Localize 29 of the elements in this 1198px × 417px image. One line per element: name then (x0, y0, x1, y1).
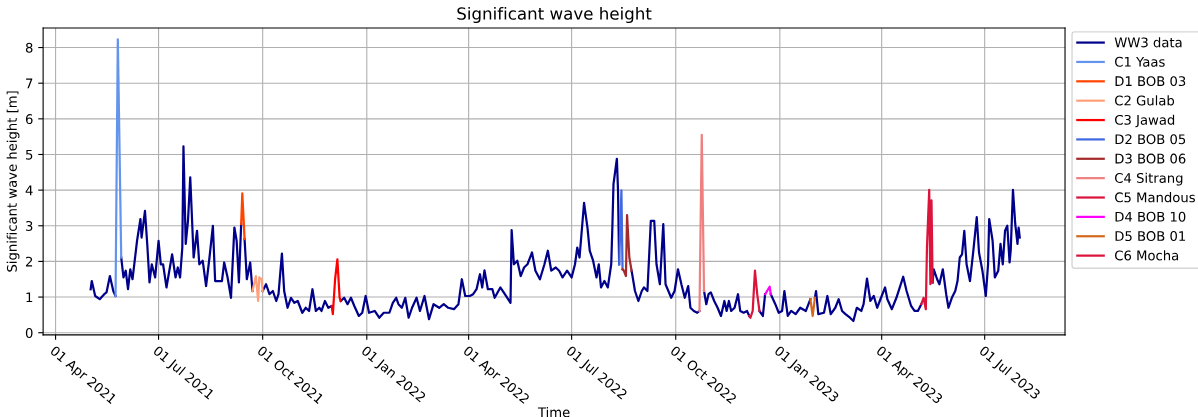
line-series (330, 258, 342, 316)
y-tick-label: 2 (25, 256, 33, 267)
y-tick-label: 8 (25, 42, 33, 53)
legend-label: C4 Sitrang (1115, 172, 1183, 186)
y-tick-label: 6 (25, 114, 33, 125)
chart-title: Significant wave height (457, 6, 652, 24)
y-tick-label: 5 (26, 149, 33, 160)
x-axis-title: Time (537, 406, 570, 417)
legend-label: D3 BOB 06 (1115, 153, 1186, 164)
legend-label: D5 BOB 01 (1115, 231, 1186, 242)
y-axis-title: Significant wave height [m] (6, 91, 20, 272)
legend-label: D2 BOB 05 (1115, 134, 1186, 145)
y-tick-label: 1 (26, 292, 33, 303)
y-tick-label: 0 (25, 327, 33, 338)
y-tick-label: 7 (26, 78, 33, 89)
legend-label: D4 BOB 10 (1115, 211, 1186, 222)
legend-label: WW3 data (1114, 37, 1182, 48)
line-series (920, 188, 934, 311)
line-series (251, 274, 264, 303)
y-tick-label: 3 (26, 220, 33, 231)
legend-label: C6 Mocha (1115, 250, 1179, 261)
legend-label: C1 Yaas (1115, 56, 1165, 67)
legend-label: D1 BOB 03 (1115, 76, 1186, 87)
legend-label: C2 Gulab (1115, 95, 1175, 106)
y-tick-label: 4 (25, 185, 33, 196)
legend-label: C5 Mandous (1115, 192, 1195, 203)
line-series (621, 213, 633, 278)
line-series (748, 269, 761, 319)
legend-label: C3 Jawad (1115, 114, 1175, 128)
